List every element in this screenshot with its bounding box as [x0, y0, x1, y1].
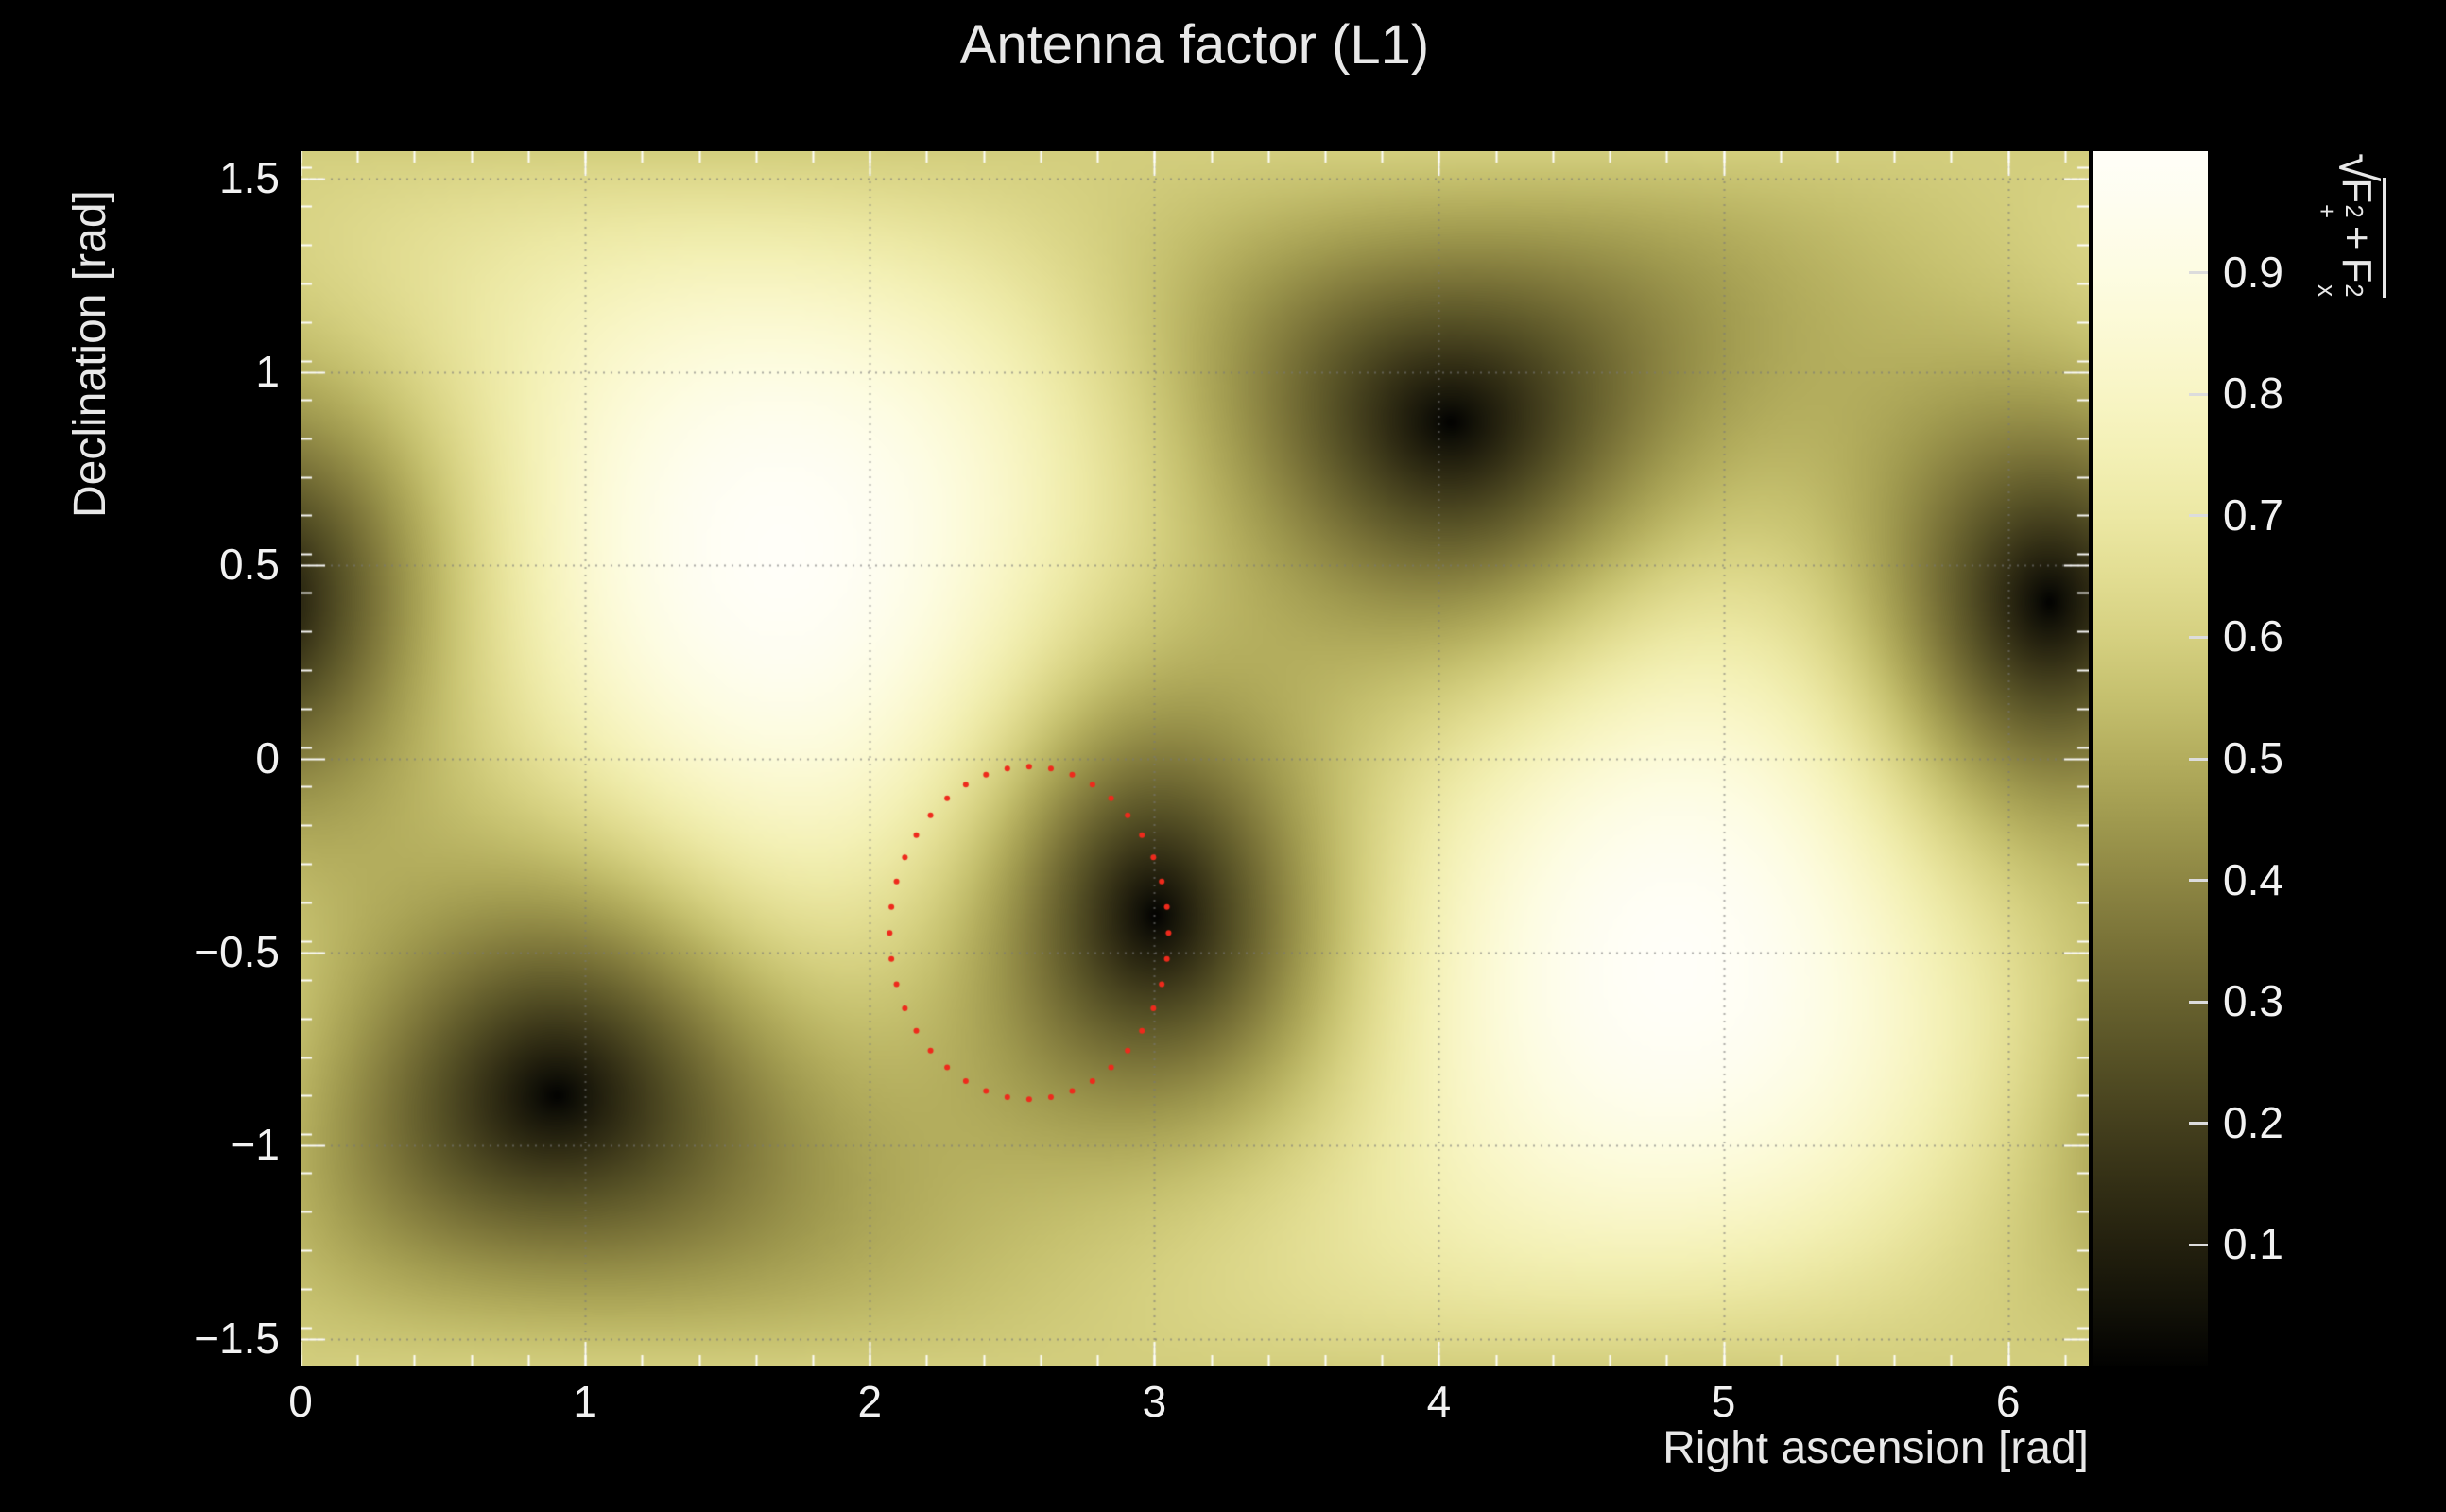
y-tick-label: −1: [230, 1120, 280, 1170]
y-tick-label: 1.5: [219, 152, 280, 202]
colorbar-tick-label: 0.4: [2223, 854, 2283, 904]
colorbar-title: √F 2 + +F 2 x: [2313, 153, 2391, 298]
y-tick-label: 1: [255, 346, 280, 396]
colorbar-tick: [2189, 1000, 2208, 1004]
colorbar-tick: [2189, 1122, 2208, 1125]
colorbar-tick: [2189, 635, 2208, 639]
colorbar-tick-label: 0.7: [2223, 490, 2283, 540]
colorbar-tick: [2189, 271, 2208, 275]
colorbar-tick: [2189, 1243, 2208, 1246]
colorbar-tick-label: 0.5: [2223, 733, 2283, 782]
sqrt-symbol: √: [2328, 153, 2387, 182]
x-tick-label: 4: [1426, 1377, 1452, 1426]
sqrt-radicand: F 2 + +F 2 x: [2312, 178, 2386, 298]
colorbar-tick-label: 0.3: [2223, 976, 2283, 1026]
colorbar-tick-label: 0.1: [2223, 1219, 2283, 1269]
colorbar-tick-label: 0.9: [2223, 247, 2283, 297]
heatmap-canvas: [301, 151, 2089, 1366]
y-tick-label: 0: [255, 733, 280, 782]
colorbar-tick: [2189, 879, 2208, 883]
f-cross-exponent: 2: [2339, 284, 2367, 298]
f-plus-exponent: 2: [2339, 204, 2367, 218]
x-tick-label: 5: [1711, 1377, 1736, 1426]
f-plus-scripts: 2 +: [2312, 204, 2367, 218]
colorbar-tick: [2189, 757, 2208, 761]
x-tick-label: 3: [1142, 1377, 1167, 1426]
f-plus-subscript: +: [2312, 204, 2339, 218]
x-tick-label: 1: [573, 1377, 597, 1426]
colorbar-gradient: [2093, 151, 2208, 1366]
y-tick-label: −1.5: [194, 1314, 280, 1364]
colorbar-tick-label: 0.2: [2223, 1097, 2283, 1147]
x-tick-label: 6: [1995, 1377, 2021, 1426]
plus-operator: +: [2334, 225, 2380, 250]
x-axis-title: Right ascension [rad]: [1662, 1423, 2089, 1473]
colorbar-tick: [2189, 514, 2208, 518]
x-tick-label: 2: [857, 1377, 883, 1426]
colorbar-tick-label: 0.6: [2223, 611, 2283, 662]
colorbar-tick: [2189, 392, 2208, 396]
x-tick-label: 0: [288, 1377, 313, 1426]
f-cross-base: F: [2334, 257, 2380, 284]
y-tick-label: 0.5: [219, 540, 280, 590]
f-plus-base: F: [2334, 178, 2380, 204]
f-cross-subscript: x: [2312, 284, 2339, 297]
colorbar-tick-label: 0.8: [2223, 369, 2283, 419]
chart-title: Antenna factor (L1): [959, 14, 1430, 76]
y-tick-label: −0.5: [194, 926, 280, 976]
